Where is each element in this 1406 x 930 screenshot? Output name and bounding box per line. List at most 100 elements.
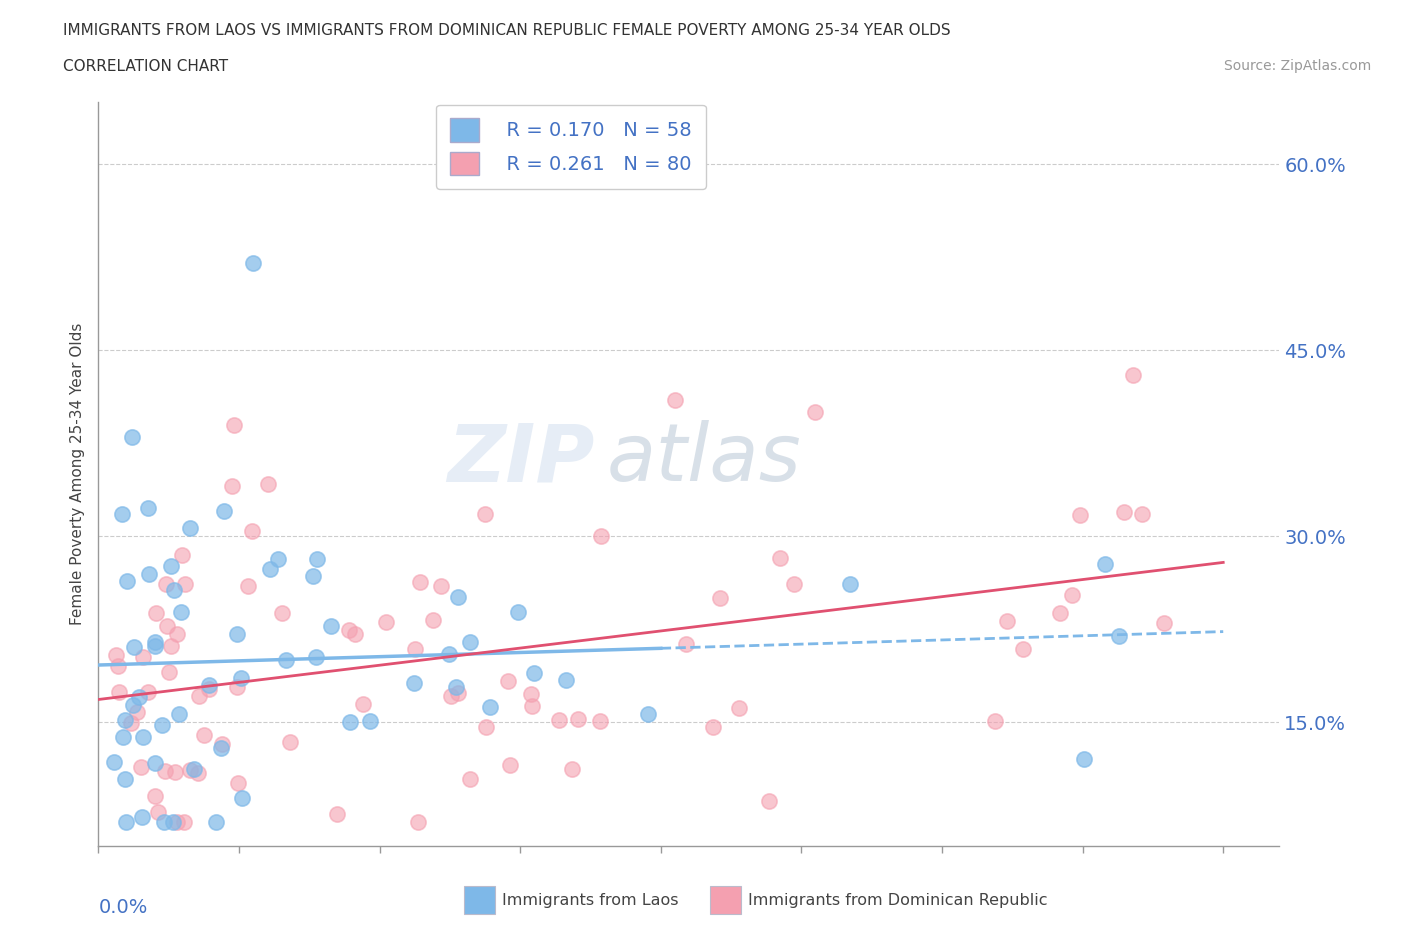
Point (222, 418, 245, 432)
Point (108, 684, 131, 699)
Point (278, 735, 301, 750)
Point (150, 717, 173, 732)
Point (1122, 367, 1144, 382)
Point (131, 809, 153, 824)
Text: 0.0%: 0.0% (98, 898, 148, 917)
Point (162, 814, 184, 829)
Point (103, 754, 125, 769)
Point (447, 589, 470, 604)
Point (143, 755, 166, 770)
Point (589, 714, 612, 729)
Point (212, 503, 235, 518)
Point (145, 605, 167, 620)
Point (702, 719, 724, 734)
Point (193, 727, 215, 742)
Point (339, 714, 361, 729)
Point (114, 712, 136, 727)
Point (157, 664, 180, 679)
Point (301, 568, 323, 583)
Point (257, 476, 280, 491)
Point (1130, 506, 1153, 521)
Point (173, 814, 195, 829)
Point (122, 640, 145, 655)
Point (174, 577, 197, 591)
Point (128, 689, 150, 704)
Point (709, 591, 731, 605)
Point (120, 716, 142, 731)
Point (404, 642, 426, 657)
Point (209, 740, 232, 755)
Text: ZIP: ZIP (447, 420, 595, 498)
Point (111, 506, 134, 521)
Point (567, 711, 589, 726)
Y-axis label: Female Poverty Among 25-34 Year Olds: Female Poverty Among 25-34 Year Olds (70, 323, 86, 626)
Point (406, 814, 429, 829)
Point (169, 604, 191, 619)
Point (172, 548, 194, 563)
Point (768, 551, 790, 565)
Point (179, 520, 201, 535)
Point (548, 712, 571, 727)
Point (122, 698, 145, 712)
Point (166, 814, 188, 829)
Point (727, 701, 749, 716)
Point (240, 524, 263, 538)
Point (409, 575, 432, 590)
Point (165, 764, 187, 779)
Point (1069, 507, 1091, 522)
Point (508, 604, 530, 619)
Point (1062, 588, 1084, 603)
Point (138, 501, 160, 516)
Point (305, 551, 328, 566)
Point (305, 650, 328, 665)
Point (496, 674, 519, 689)
Point (675, 636, 697, 651)
Point (440, 688, 463, 703)
Point (321, 618, 343, 633)
Point (226, 680, 249, 695)
Point (204, 814, 226, 829)
Point (561, 762, 583, 777)
Point (127, 705, 149, 720)
Point (1153, 616, 1175, 631)
Point (221, 479, 243, 494)
Point (132, 729, 155, 744)
Point (115, 814, 138, 829)
Point (589, 529, 612, 544)
Point (555, 673, 578, 688)
Point (242, 256, 264, 271)
Point (179, 763, 201, 777)
Point (259, 562, 281, 577)
Point (1112, 505, 1135, 520)
Point (478, 699, 501, 714)
Text: IMMIGRANTS FROM LAOS VS IMMIGRANTS FROM DOMINICAN REPUBLIC FEMALE POVERTY AMONG : IMMIGRANTS FROM LAOS VS IMMIGRANTS FROM … (63, 23, 950, 38)
Point (1108, 629, 1130, 644)
Point (352, 697, 374, 711)
Point (402, 675, 425, 690)
Point (439, 646, 461, 661)
Point (153, 764, 176, 778)
Point (166, 627, 188, 642)
Text: Immigrants from Dominican Republic: Immigrants from Dominican Republic (748, 893, 1047, 908)
Text: atlas: atlas (606, 420, 801, 498)
Point (637, 707, 659, 722)
Point (143, 639, 166, 654)
Text: Immigrants from Laos: Immigrants from Laos (502, 893, 679, 908)
Point (229, 671, 252, 685)
Point (107, 659, 129, 674)
Point (337, 622, 360, 637)
Point (143, 634, 166, 649)
Point (132, 650, 155, 665)
Point (1049, 605, 1071, 620)
Point (499, 758, 522, 773)
Point (187, 688, 209, 703)
Point (163, 582, 186, 597)
Point (458, 634, 481, 649)
Point (995, 613, 1018, 628)
Point (160, 558, 183, 573)
Legend:   R = 0.170   N = 58,   R = 0.261   N = 80: R = 0.170 N = 58, R = 0.261 N = 80 (436, 104, 706, 189)
Point (804, 405, 827, 419)
Point (155, 577, 177, 591)
Point (169, 706, 191, 721)
Point (430, 579, 453, 594)
